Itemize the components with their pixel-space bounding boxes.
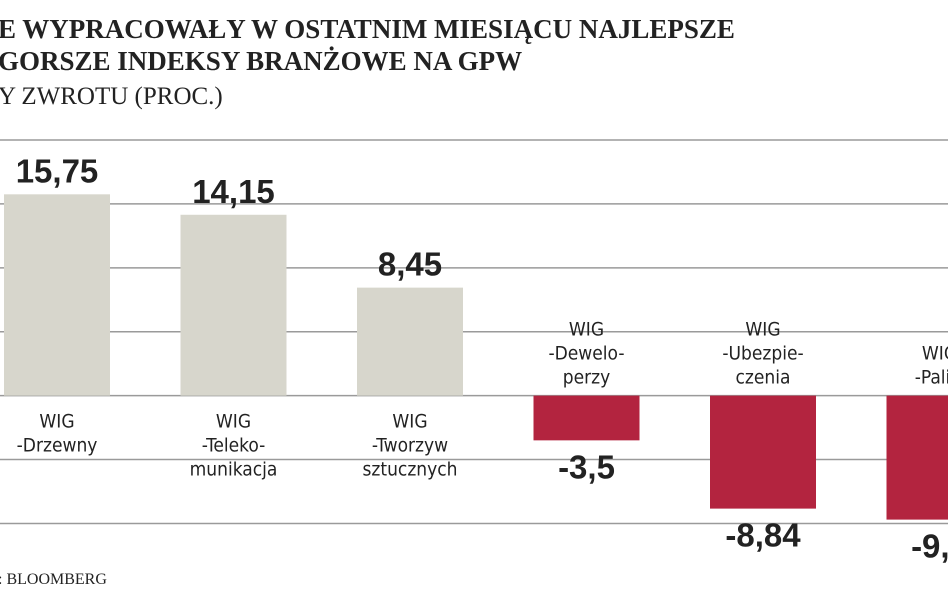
value-label: 8,45 [378,246,442,283]
bar [180,214,287,396]
value-label: -9,7 [911,528,948,565]
chart-title: E WYPRACOWAŁY W OSTATNIM MIESIĄCU NAJLEP… [0,14,735,44]
category-label: WIG-Paliw [915,343,948,389]
bar [886,395,948,520]
source: : BLOOMBERG [0,571,107,588]
category-line: WIG [745,319,780,341]
category-label: WIG -Ubezpie-czenia [722,319,803,389]
value-label: -3,5 [558,448,615,485]
category-line: WIG [392,411,427,433]
category-line: -Teleko- [202,435,266,457]
value-label: 15,75 [16,152,99,189]
category-line: sztucznych [363,459,458,481]
bar [710,395,816,509]
category-line: -Ubezpie- [722,343,803,365]
category-label: WIG -Drzewny [17,411,98,457]
chart-subtitle: Y ZWROTU (PROC.) [0,83,223,110]
category-line: -Paliw [915,367,948,389]
bar [533,395,640,441]
category-line: WIG [569,319,604,341]
category-line: WIG [216,411,251,433]
chart-title: GORSZE INDEKSY BRANŻOWE NA GPW [0,46,522,76]
category-line: perzy [563,367,610,389]
category-line: -Tworzyw [372,435,448,457]
category-line: WIG [922,343,948,365]
category-line: munikacja [190,459,278,481]
bar [357,287,463,396]
category-label: WIG -Tworzyw sztucznych [363,411,458,481]
bar [4,194,110,396]
category-label: WIG -Dewelo-perzy [548,319,624,389]
category-line: WIG [39,411,74,433]
category-line: -Drzewny [17,435,98,457]
category-line: czenia [736,367,791,389]
category-label: WIG -Teleko-munikacja [190,411,278,481]
category-line: -Dewelo- [548,343,624,365]
value-label: -8,84 [725,517,801,554]
value-label: 14,15 [192,173,275,210]
